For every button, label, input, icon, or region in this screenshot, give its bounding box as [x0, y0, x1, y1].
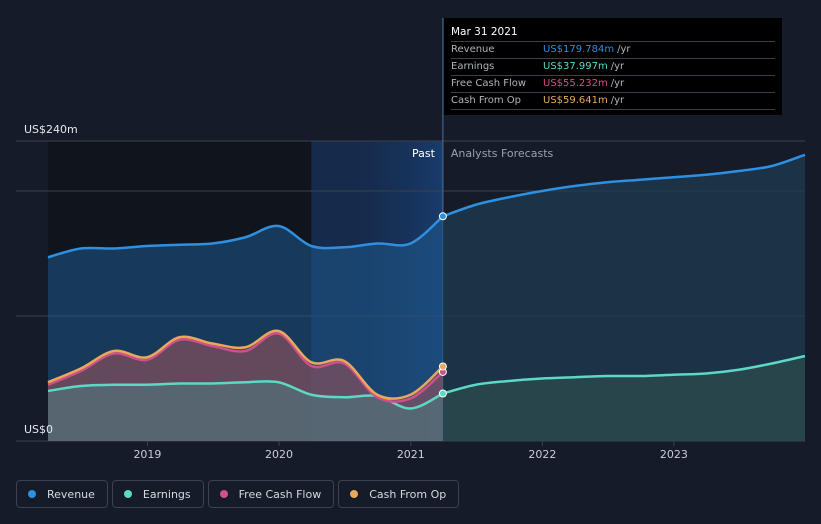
- x-tick-label: 2021: [397, 448, 425, 461]
- legend-item-revenue[interactable]: Revenue: [16, 480, 108, 508]
- y-axis-min-label: US$0: [24, 423, 53, 436]
- earnings-forecast-area: [442, 356, 805, 441]
- tooltip-panel: Mar 31 2021 Revenue US$179.784m /yr Earn…: [444, 18, 782, 115]
- tooltip-unit: /yr: [617, 44, 631, 55]
- legend-item-free-cash-flow[interactable]: Free Cash Flow: [207, 480, 335, 508]
- revenue-current-point: [438, 212, 447, 221]
- tooltip-row-earnings: Earnings US$37.997m /yr: [451, 59, 775, 76]
- tooltip-unit: /yr: [610, 78, 625, 89]
- revenue-dot-icon: [28, 490, 36, 498]
- chart-legend: Revenue Earnings Free Cash Flow Cash Fro…: [16, 480, 460, 508]
- tooltip-row-cash-from-op: Cash From Op US$59.641m /yr: [451, 93, 775, 110]
- cash-from-op-past-line: [47, 329, 444, 400]
- forecast-label: Analysts Forecasts: [451, 147, 554, 160]
- tooltip-label: Free Cash Flow: [451, 78, 527, 89]
- cash-from-op-dot-icon: [350, 490, 359, 498]
- x-tick-label: 2019: [133, 448, 161, 461]
- earnings-current-point: [438, 389, 447, 398]
- legend-label: Revenue: [47, 487, 95, 501]
- earnings-forecast-line: [442, 354, 806, 395]
- tooltip-value: US$55.232m: [543, 78, 608, 89]
- tooltip-value: US$59.641m: [543, 95, 608, 106]
- legend-label: Earnings: [142, 487, 191, 501]
- cash-from-op-current-point: [438, 362, 447, 371]
- tooltip-value: US$37.997m: [543, 61, 608, 72]
- y-axis-max-label: US$240m: [24, 123, 78, 136]
- tooltip-row-free-cash-flow: Free Cash Flow US$55.232m /yr: [451, 76, 775, 93]
- tooltip-label: Earnings: [451, 61, 495, 72]
- legend-label: Cash From Op: [369, 487, 447, 501]
- free-cash-flow-dot-icon: [219, 490, 228, 498]
- legend-item-earnings[interactable]: Earnings: [111, 480, 204, 508]
- tooltip-label: Cash From Op: [451, 95, 522, 106]
- tooltip-value: US$179.784m: [543, 44, 615, 55]
- tooltip-row-revenue: Revenue US$179.784m /yr: [451, 42, 775, 59]
- revenue-forecast-line: [442, 153, 806, 218]
- past-label: Past: [412, 147, 436, 160]
- tooltip-unit: /yr: [610, 61, 625, 72]
- earnings-dot-icon: [123, 490, 132, 498]
- legend-item-cash-from-op[interactable]: Cash From Op: [338, 480, 460, 508]
- tooltip-date: Mar 31 2021: [451, 23, 775, 42]
- tooltip-unit: /yr: [610, 95, 625, 106]
- revenue-past-line: [47, 215, 444, 259]
- x-tick-label: 2022: [528, 448, 556, 461]
- revenue-forecast-area: [442, 154, 805, 441]
- legend-label: Free Cash Flow: [238, 487, 322, 501]
- x-tick-label: 2020: [265, 448, 293, 461]
- x-tick-label: 2023: [660, 448, 688, 461]
- tooltip-label: Revenue: [451, 44, 495, 55]
- free-cash-flow-past-line: [47, 332, 444, 403]
- earnings-past-area: [48, 381, 443, 441]
